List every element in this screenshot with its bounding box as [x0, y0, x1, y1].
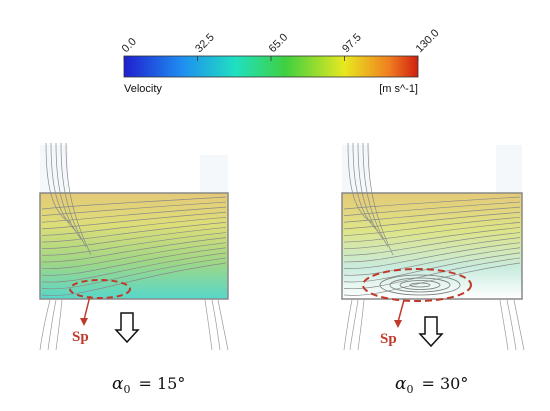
cavity-wall [341, 192, 523, 300]
streamlines [343, 142, 521, 296]
streamline [41, 262, 227, 296]
separation-bubble [362, 268, 472, 302]
streamline [352, 142, 379, 232]
streamline [41, 206, 227, 223]
colorbar-tick-label: 32.5 [193, 31, 217, 55]
separation-point-label: Sp [72, 329, 89, 345]
streamline [41, 247, 227, 276]
streamline [41, 232, 227, 256]
flow-direction-arrow [418, 316, 444, 348]
streamline [343, 257, 521, 290]
sp-arrow [397, 299, 405, 323]
streamline [41, 252, 227, 283]
streamline [41, 227, 227, 250]
colorbar-unit: [m s^-1] [379, 83, 418, 95]
streamline [343, 206, 521, 223]
streamline [343, 242, 521, 269]
streamline [65, 142, 92, 256]
sp-arrow-head [394, 320, 402, 328]
streamline [41, 211, 227, 230]
streamline [41, 257, 227, 290]
streamline [343, 237, 521, 263]
lower-channel [343, 299, 525, 351]
flow-direction-arrow [114, 312, 140, 344]
colorbar: 0.0 32.5 65.0 97.5 130.0 Velocity [m s^-1] [120, 27, 442, 95]
recirculation-vortex [379, 274, 461, 296]
colorbar-tick-label: 97.5 [340, 31, 364, 55]
colorbar-title: Velocity [124, 83, 162, 95]
cavity-flow [40, 193, 228, 299]
angle-label: α0 = 30° [395, 374, 468, 396]
streamline [55, 142, 82, 240]
angle-label: α0 = 15° [112, 374, 185, 396]
streamline [343, 211, 521, 230]
lower-channel [39, 299, 229, 351]
streamline [347, 142, 374, 224]
cavity-wall [39, 192, 229, 300]
streamline [357, 142, 384, 240]
streamline [41, 222, 227, 243]
colorbar-tick-label: 0.0 [120, 36, 139, 55]
streamlines [41, 142, 227, 296]
streamline [343, 232, 521, 256]
streamline [343, 201, 521, 216]
streamline [343, 227, 521, 250]
streamline [41, 216, 227, 236]
streamline [50, 142, 77, 232]
outlet-channel [200, 155, 228, 193]
streamline [343, 247, 521, 276]
panel-left: Sp α0 = 15° [39, 142, 229, 396]
outlet-channel [496, 145, 522, 193]
colorbar-tick-label: 130.0 [414, 27, 442, 55]
sp-arrow [83, 295, 91, 321]
streamline [343, 216, 521, 236]
streamline [367, 142, 394, 256]
streamline [41, 237, 227, 263]
separation-point-label: Sp [380, 331, 397, 347]
sp-arrow-head [80, 318, 88, 326]
streamline [362, 142, 389, 248]
streamline [41, 242, 227, 270]
panel-right: Sp α0 = 30° [341, 142, 525, 396]
streamline [343, 222, 521, 243]
streamline [41, 201, 227, 216]
separation-bubble [69, 279, 131, 299]
streamline [60, 142, 87, 248]
streamline [45, 142, 72, 224]
colorbar-tick-label: 65.0 [267, 31, 291, 55]
streamline [343, 252, 521, 283]
